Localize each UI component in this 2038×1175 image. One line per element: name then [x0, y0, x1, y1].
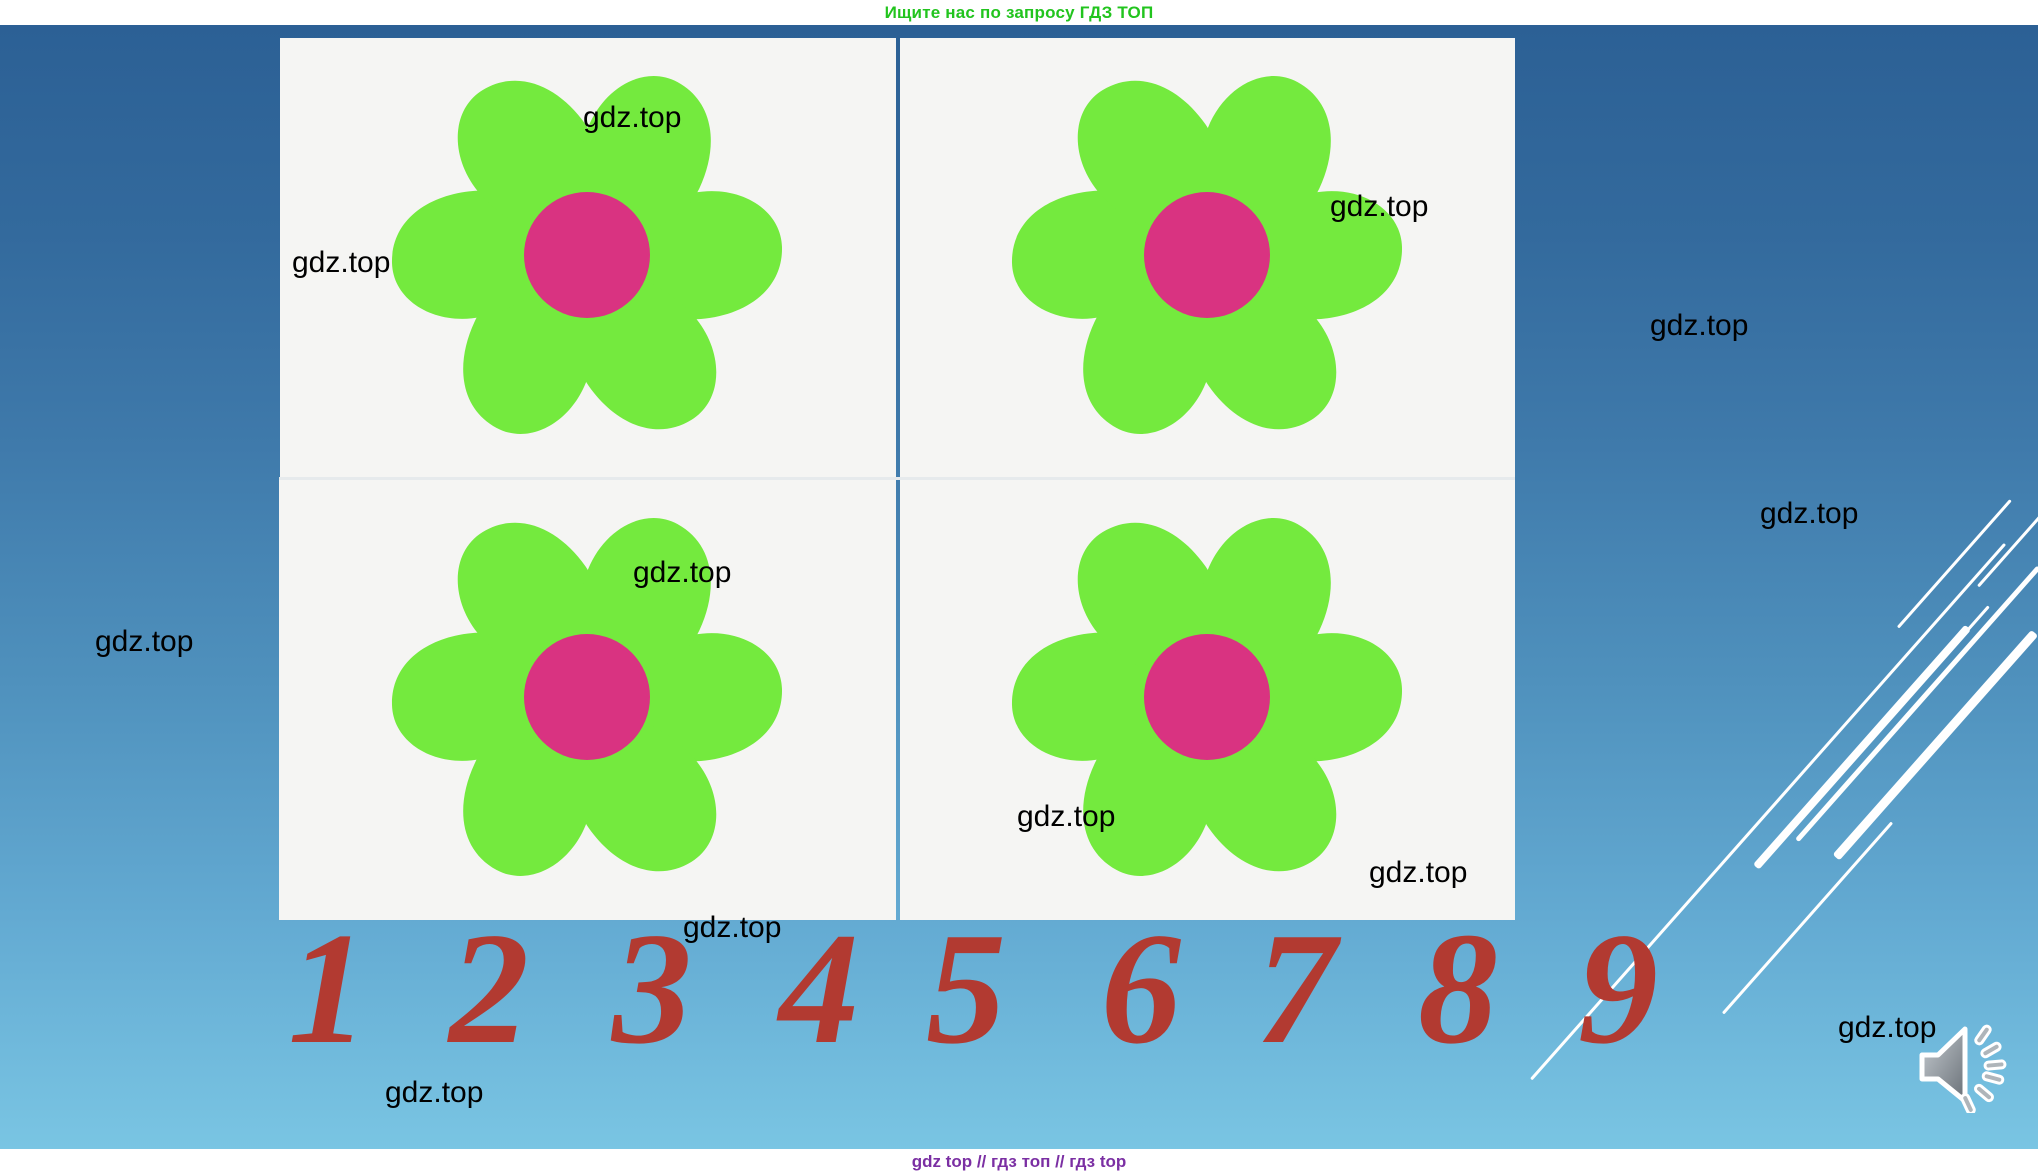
- diagonal-line-decoration: [1721, 821, 1894, 1015]
- flower-center: [1144, 634, 1270, 760]
- watermark-gdz-top: gdz.top: [385, 1076, 484, 1109]
- diagonal-line-decoration: [1768, 605, 1990, 855]
- flower-center: [1144, 192, 1270, 318]
- speaker-sound-waves: [1960, 1024, 2007, 1113]
- watermark-gdz-top: gdz.top: [1650, 309, 1749, 342]
- watermark-gdz-top: gdz.top: [1330, 190, 1429, 223]
- red-number-3: 3: [612, 899, 692, 1077]
- watermark-gdz-top: gdz.top: [583, 101, 682, 134]
- flower-center: [524, 634, 650, 760]
- red-number-6: 6: [1101, 899, 1181, 1077]
- speaker-icon[interactable]: [1915, 1018, 2015, 1113]
- red-number-7: 7: [1256, 899, 1336, 1077]
- watermark-gdz-top: gdz.top: [292, 246, 391, 279]
- flower-center: [524, 192, 650, 318]
- flower-graphic-2: [1011, 76, 1403, 434]
- red-number-1: 1: [288, 899, 368, 1077]
- footer-links-bar: gdz top // гдз топ // гдз top: [0, 1149, 2038, 1175]
- search-hint-text: Ищите нас по запросу ГДЗ ТОП: [884, 2, 1154, 22]
- watermark-gdz-top: gdz.top: [95, 625, 194, 658]
- red-number-2: 2: [449, 899, 529, 1077]
- flower-graphic-1: [391, 76, 783, 434]
- flower-graphic-4: [1011, 518, 1403, 876]
- watermark-gdz-top: gdz.top: [1760, 497, 1859, 530]
- red-number-4: 4: [779, 899, 859, 1077]
- top-search-hint-bar: Ищите нас по запросу ГДЗ ТОП: [0, 0, 2038, 25]
- watermark-gdz-top: gdz.top: [1369, 856, 1468, 889]
- watermark-gdz-top: gdz.top: [633, 556, 732, 589]
- red-number-9: 9: [1578, 899, 1658, 1077]
- red-number-8: 8: [1418, 899, 1498, 1077]
- watermark-gdz-top: gdz.top: [1017, 800, 1116, 833]
- watermark-gdz-top: gdz.top: [1838, 1011, 1937, 1044]
- flower-graphic-3: [391, 518, 783, 876]
- footer-links-text: gdz top // гдз топ // гдз top: [911, 1152, 1127, 1171]
- watermark-gdz-top: gdz.top: [683, 911, 782, 944]
- speaker-cone: [1919, 1026, 1968, 1104]
- panel-row-divider: [279, 477, 1515, 480]
- red-number-5: 5: [926, 899, 1006, 1077]
